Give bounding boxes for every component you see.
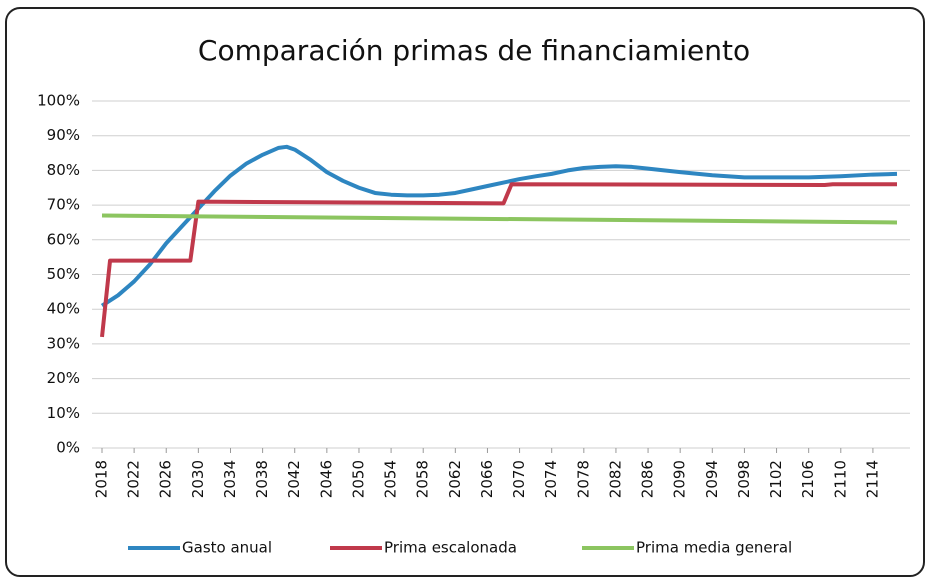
x-tick-label: 2098 — [735, 460, 753, 498]
x-tick-label: 2018 — [93, 460, 111, 498]
y-tick-label: 0% — [56, 439, 80, 457]
series-line — [100, 182, 897, 338]
y-tick-label: 30% — [47, 334, 80, 352]
legend-label: Prima media general — [636, 539, 792, 557]
x-tick-label: 2058 — [414, 460, 432, 498]
y-tick-label: 20% — [47, 369, 80, 387]
y-tick-label: 10% — [47, 404, 80, 422]
x-tick-label: 2034 — [221, 460, 239, 498]
x-tick-label: 2026 — [157, 460, 175, 498]
x-tick-label: 2086 — [639, 460, 657, 498]
x-tick-label: 2066 — [478, 460, 496, 498]
x-tick-label: 2082 — [606, 460, 624, 498]
x-tick-label: 2030 — [189, 460, 207, 498]
x-tick-label: 2022 — [125, 460, 143, 498]
x-tick-label: 2106 — [799, 460, 817, 498]
series-line — [101, 213, 898, 225]
x-tick-label: 2050 — [349, 460, 367, 498]
x-tick-label: 2070 — [510, 460, 528, 498]
y-tick-label: 100% — [37, 92, 80, 110]
x-tick-label: 2054 — [382, 460, 400, 498]
chart-title: Comparación primas de financiamiento — [198, 34, 750, 67]
x-tick-label: 2078 — [574, 460, 592, 498]
x-tick-label: 2074 — [542, 460, 560, 498]
x-tick-label: 2094 — [703, 460, 721, 498]
y-tick-label: 80% — [47, 161, 80, 179]
series-line — [100, 144, 898, 308]
x-tick-label: 2090 — [671, 460, 689, 498]
x-tick-label: 2046 — [317, 460, 335, 498]
x-tick-label: 2038 — [253, 460, 271, 498]
x-tick-label: 2114 — [863, 460, 881, 498]
x-tick-label: 2042 — [285, 460, 303, 498]
y-tick-label: 40% — [47, 300, 80, 318]
legend-label: Prima escalonada — [384, 539, 517, 557]
x-tick-label: 2062 — [446, 460, 464, 498]
y-tick-label: 70% — [47, 196, 80, 214]
x-tick-label: 2102 — [767, 460, 785, 498]
y-tick-label: 50% — [47, 265, 80, 283]
y-tick-label: 60% — [47, 230, 80, 248]
x-tick-label: 2110 — [831, 460, 849, 498]
y-tick-label: 90% — [47, 126, 80, 144]
legend-label: Gasto anual — [182, 539, 272, 557]
chart-frame — [5, 7, 925, 577]
